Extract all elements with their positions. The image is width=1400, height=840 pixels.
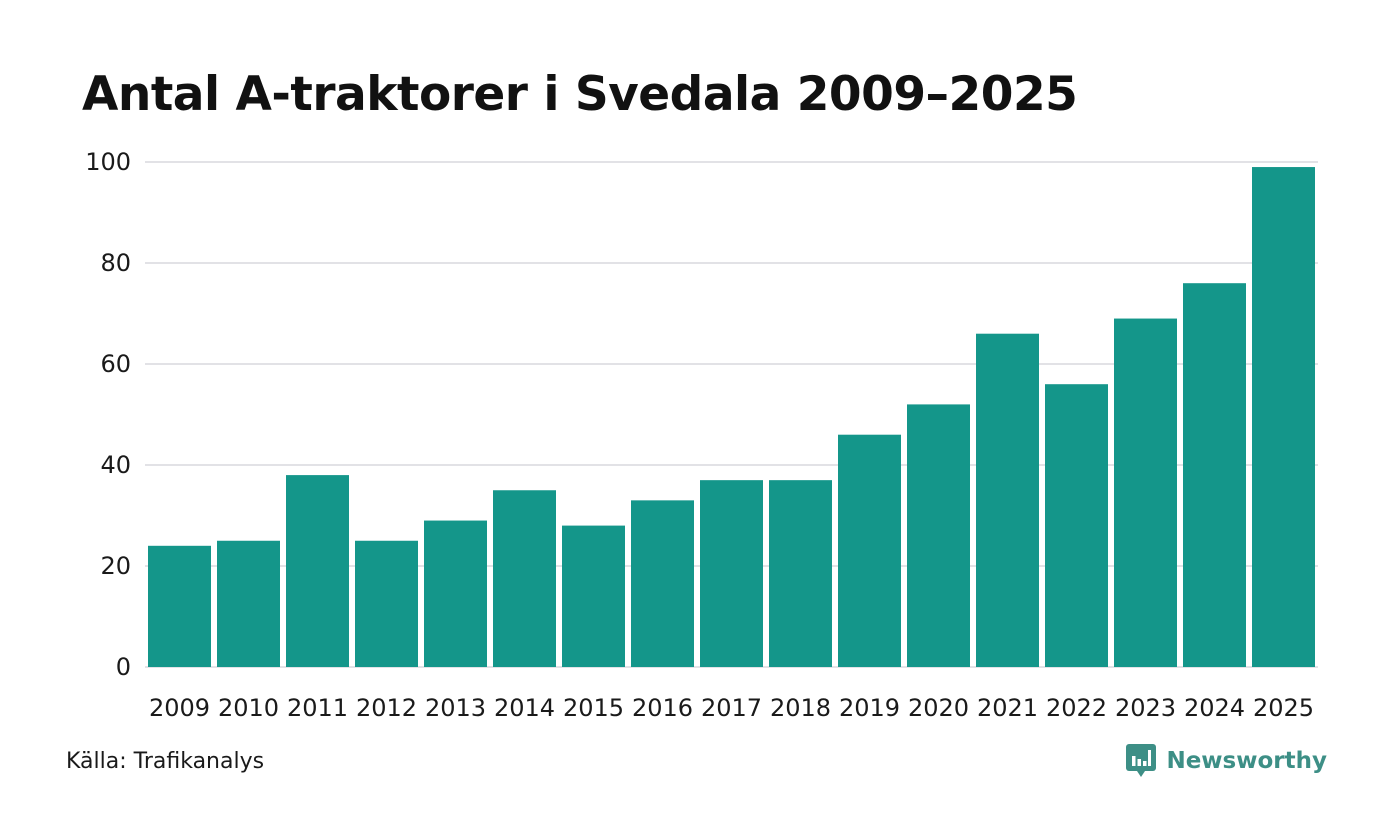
x-tick-label: 2018 [770, 694, 831, 722]
x-tick-label: 2012 [356, 694, 417, 722]
y-axis-ticks: 0 20 40 60 80 100 [85, 148, 131, 681]
bar-2024 [1183, 283, 1246, 667]
bar-2021 [976, 333, 1039, 667]
x-tick-label: 2016 [632, 694, 693, 722]
y-tick-label: 60 [100, 350, 131, 378]
bar-2022 [1045, 384, 1108, 667]
x-tick-label: 2014 [494, 694, 555, 722]
bar-2014 [493, 490, 556, 667]
x-axis-ticks: 2009 2010 2011 2012 2013 2014 2015 2016 2017 2018… [149, 694, 1314, 722]
x-tick-label: 2025 [1253, 694, 1314, 722]
x-tick-label: 2021 [977, 694, 1038, 722]
bar-2025 [1252, 167, 1315, 668]
y-tick-label: 20 [100, 552, 131, 580]
bars [148, 167, 1315, 668]
x-tick-label: 2024 [1184, 694, 1245, 722]
x-tick-label: 2017 [701, 694, 762, 722]
y-tick-label: 0 [116, 653, 131, 681]
y-tick-label: 80 [100, 249, 131, 277]
x-tick-label: 2019 [839, 694, 900, 722]
brand-name: Newsworthy [1166, 748, 1327, 774]
bar-2018 [769, 480, 832, 667]
bar-2015 [562, 525, 625, 667]
x-tick-label: 2020 [908, 694, 969, 722]
bar-2011 [286, 475, 349, 667]
bar-2012 [355, 540, 418, 667]
brand-logo: Newsworthy [1126, 744, 1327, 778]
x-tick-label: 2010 [218, 694, 279, 722]
x-tick-label: 2009 [149, 694, 210, 722]
x-tick-label: 2023 [1115, 694, 1176, 722]
x-tick-label: 2022 [1046, 694, 1107, 722]
x-tick-label: 2013 [425, 694, 486, 722]
bar-2009 [148, 545, 211, 667]
x-tick-label: 2015 [563, 694, 624, 722]
bar-2013 [424, 520, 487, 667]
bar-2019 [838, 434, 901, 667]
y-tick-label: 100 [85, 148, 131, 176]
y-tick-label: 40 [100, 451, 131, 479]
bar-2017 [700, 480, 763, 667]
source-note: Källa: Trafikanalys [66, 749, 265, 774]
bar-2016 [631, 500, 694, 667]
chart-title: Antal A-traktorer i Svedala 2009–2025 [82, 67, 1078, 122]
bar-2023 [1114, 318, 1177, 667]
newsworthy-logo-icon [1126, 744, 1157, 777]
bar-2020 [907, 404, 970, 667]
bar-2010 [217, 540, 280, 667]
x-tick-label: 2011 [287, 694, 348, 722]
